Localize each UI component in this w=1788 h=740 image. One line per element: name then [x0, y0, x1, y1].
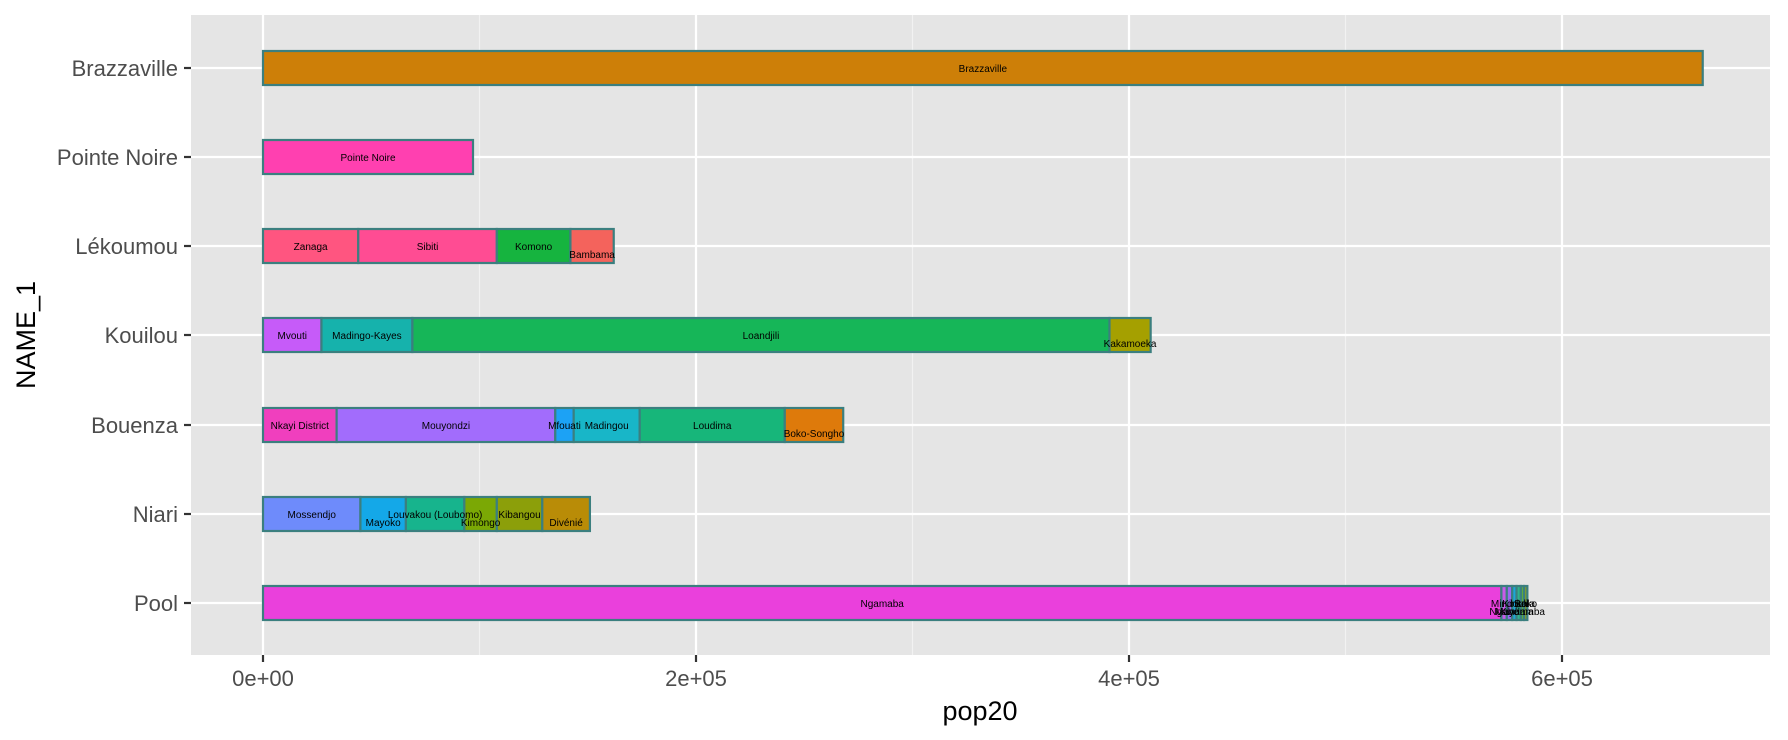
- bar-segment: [261, 316, 323, 354]
- bar-segment: [1108, 316, 1152, 354]
- segment-label: Kibangou: [498, 510, 540, 521]
- segment-label: Kakamoeka: [1104, 339, 1157, 350]
- y-tick-label: Lékoumou: [75, 234, 178, 259]
- segment-label: Kimongo: [461, 518, 501, 529]
- segment-label: Divénié: [549, 518, 583, 529]
- segment-label: Zanaga: [294, 242, 328, 253]
- bar-segment: [261, 584, 1503, 622]
- segment-label: Komono: [515, 242, 553, 253]
- y-tick-label: Niari: [133, 502, 178, 527]
- bar-segment: [261, 495, 362, 533]
- bar-segment: [404, 495, 466, 533]
- x-axis-title: pop20: [942, 696, 1017, 726]
- segment-label: Louvakou (Loubomo): [388, 510, 483, 521]
- segment-label: Mfouati: [548, 421, 581, 432]
- bar-segment: [572, 406, 641, 444]
- y-tick-label: Bouenza: [91, 413, 179, 438]
- segment-label: Boko: [1514, 599, 1537, 610]
- segment-label: Nkayi District: [271, 421, 330, 432]
- segment-label: Mayoko: [366, 518, 401, 529]
- segment-label: Mayama: [1495, 607, 1534, 618]
- y-tick-label: Brazzaville: [72, 56, 178, 81]
- bar-segment: [638, 406, 786, 444]
- segment-label: Ngamaba: [861, 599, 905, 610]
- segment-label: Loudima: [693, 421, 732, 432]
- x-tick-label: 4e+05: [1098, 666, 1160, 691]
- bar-segment: [569, 227, 615, 265]
- x-tick-label: 6e+05: [1531, 666, 1593, 691]
- bar-segment: [1523, 584, 1529, 622]
- bar-segment: [541, 495, 592, 533]
- segment-label: Mindouli: [1491, 599, 1528, 610]
- segment-label: Loandjili: [743, 331, 780, 342]
- segment-labels: Brazzaville Pointe Noire Zanaga Sibiti Komon…: [271, 64, 1546, 618]
- x-tick-label: 2e+05: [665, 666, 727, 691]
- y-tick-label: Kouilou: [105, 323, 178, 348]
- segment-label: Sibiti: [417, 242, 439, 253]
- segment-label: Madingou: [585, 421, 629, 432]
- bar-segment: [411, 316, 1111, 354]
- y-tick-label: Pointe Noire: [57, 145, 178, 170]
- y-tick-label: Pool: [134, 591, 178, 616]
- y-axis: Brazzaville Pointe Noire Lékoumou Kouilou Bo…: [57, 56, 191, 616]
- segment-label: Brazzaville: [959, 64, 1008, 75]
- bars: [261, 49, 1704, 622]
- x-axis: 0e+00 2e+05 4e+05 6e+05: [232, 655, 1593, 691]
- segment-label: Kindamba: [1500, 607, 1545, 618]
- x-tick-label: 0e+00: [232, 666, 294, 691]
- bar-segment: [261, 49, 1704, 87]
- segment-label: Ngabé: [1489, 607, 1519, 618]
- bar-segment: [261, 227, 360, 265]
- bar-segment: [783, 406, 845, 444]
- bar-segment: [359, 495, 407, 533]
- segment-label: Pointe Noire: [340, 153, 395, 164]
- segment-label: Madingo-Kayes: [332, 331, 401, 342]
- segment-label: Mossendjo: [288, 510, 337, 521]
- segment-label: Boko-Songho: [784, 429, 845, 440]
- segment-label: Mouyondzi: [422, 421, 470, 432]
- segment-label: Mvouti: [278, 331, 307, 342]
- bar-segment: [320, 316, 414, 354]
- segment-label: Bambama: [569, 250, 615, 261]
- bar-segment: [495, 495, 544, 533]
- segment-label: Kinkala: [1502, 599, 1535, 610]
- bar-segment: [261, 138, 475, 176]
- y-axis-title: NAME_1: [11, 281, 41, 389]
